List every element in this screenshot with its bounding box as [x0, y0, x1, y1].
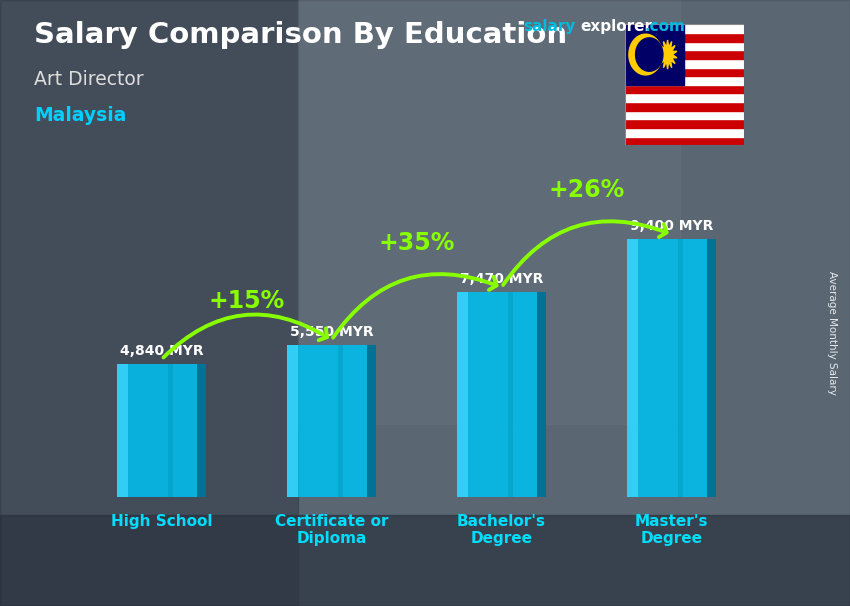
Bar: [625, 24, 684, 85]
Bar: [627, 239, 638, 497]
Bar: [367, 345, 376, 497]
Bar: [537, 292, 546, 497]
Bar: [707, 239, 716, 497]
Bar: [298, 0, 680, 424]
Text: .com: .com: [644, 19, 685, 35]
Bar: [625, 128, 744, 137]
Bar: [457, 292, 546, 497]
Bar: [0, 515, 850, 606]
Bar: [677, 239, 683, 497]
Text: 4,840 MYR: 4,840 MYR: [120, 344, 203, 358]
Text: 5,550 MYR: 5,550 MYR: [290, 325, 373, 339]
Text: salary: salary: [523, 19, 575, 35]
Bar: [287, 345, 298, 497]
Bar: [625, 50, 744, 59]
Bar: [625, 93, 744, 102]
Polygon shape: [636, 38, 663, 72]
Text: +15%: +15%: [208, 289, 285, 313]
Bar: [625, 76, 744, 85]
Bar: [625, 85, 744, 93]
Bar: [167, 364, 173, 497]
Bar: [507, 292, 513, 497]
Bar: [625, 111, 744, 119]
Bar: [625, 42, 744, 50]
Bar: [117, 364, 128, 497]
Bar: [197, 364, 206, 497]
Text: +35%: +35%: [378, 231, 455, 255]
Bar: [625, 59, 744, 67]
Bar: [457, 292, 468, 497]
Text: +26%: +26%: [548, 178, 625, 202]
Text: Salary Comparison By Education: Salary Comparison By Education: [34, 21, 567, 49]
Text: Art Director: Art Director: [34, 70, 144, 88]
Bar: [625, 33, 744, 42]
Text: Malaysia: Malaysia: [34, 106, 127, 125]
Text: 7,470 MYR: 7,470 MYR: [460, 272, 543, 286]
Bar: [117, 364, 206, 497]
Bar: [625, 102, 744, 111]
Bar: [625, 137, 744, 145]
Polygon shape: [658, 40, 677, 69]
Polygon shape: [629, 34, 662, 75]
Text: explorer: explorer: [581, 19, 653, 35]
Text: Average Monthly Salary: Average Monthly Salary: [827, 271, 837, 395]
Bar: [627, 239, 716, 497]
Bar: [625, 67, 744, 76]
Text: 9,400 MYR: 9,400 MYR: [630, 219, 713, 233]
Bar: [337, 345, 343, 497]
Bar: [625, 119, 744, 128]
Bar: [625, 24, 744, 33]
Bar: [287, 345, 376, 497]
Bar: [0, 0, 298, 606]
